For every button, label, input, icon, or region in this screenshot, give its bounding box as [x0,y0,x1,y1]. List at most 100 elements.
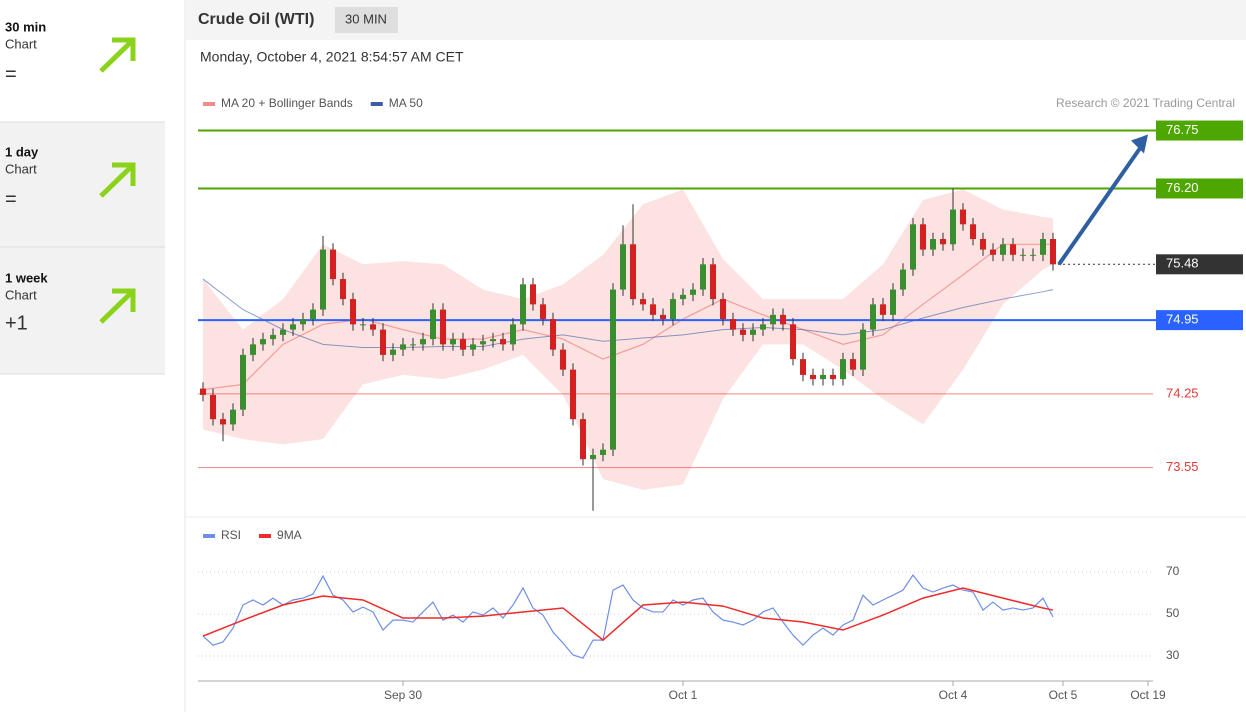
candle-body [620,244,626,290]
candle-body [1040,239,1046,255]
candle-body [690,289,696,295]
candle-body [270,334,276,340]
candle-body [910,224,916,270]
candle-body [820,374,826,380]
level-label: 76.20 [1166,180,1199,195]
level-label: 75.48 [1166,256,1199,271]
candle-body [340,279,346,300]
level-label: 73.55 [1166,459,1199,474]
candle-body [900,269,906,290]
candle-body [510,324,516,345]
candle-body [480,341,486,345]
candle-body [780,314,786,325]
candle-body [310,309,316,320]
legend-label: RSI [221,528,241,542]
signal: = [5,63,17,85]
legend-swatch [203,102,215,106]
legend-swatch [370,102,383,106]
ma-line [202,278,1054,349]
candle-body [890,289,896,315]
candle-body [530,284,536,305]
candle-body [260,339,266,345]
signal: +1 [5,312,28,334]
candle-body [760,324,766,330]
candle-body [470,344,476,350]
candle-body [600,449,606,455]
candle-body [440,309,446,345]
candle-body [730,319,736,330]
candle-body [880,304,886,315]
series-line [202,573,1054,659]
x-tick-label: Oct 1 [669,688,698,702]
candle-body [1010,244,1016,255]
candle-body [830,374,836,380]
x-tick-label: Oct 19 [1130,688,1166,702]
candle-body [590,454,596,460]
candle-body [850,359,856,370]
legend-label: MA 50 [389,96,423,110]
candle-body [660,314,666,320]
candle-body [770,314,776,325]
candle-body [580,419,586,460]
sidebar-item[interactable]: 1 week Chart +1 [5,270,136,334]
candle-body [740,329,746,335]
candle-body [360,324,366,326]
candle-body [700,264,706,290]
sidebar-item[interactable]: 1 day Chart = [5,144,136,210]
title: Crude Oil (WTI) [198,11,314,28]
level-box [1156,178,1243,199]
candle-body [250,344,256,355]
candle-body [750,329,756,335]
candle-body [500,339,506,345]
candle-body [640,299,646,305]
candle-body [560,349,566,370]
candle-body [710,264,716,300]
candle-body [380,329,386,355]
sidebar-item[interactable]: 30 min Chart = [5,19,136,85]
x-tick-label: Oct 4 [939,688,968,702]
level-label: 74.25 [1166,385,1199,400]
candle-body [570,369,576,420]
candle-body [960,209,966,225]
candle-body [280,329,286,335]
candle-body [370,324,376,330]
candle-body [840,359,846,380]
period: 1 day [5,144,39,159]
credit: Research © 2021 Trading Central [1056,96,1235,110]
level-label: 74.95 [1166,312,1199,327]
candle-body [630,244,636,300]
legend-swatch [203,534,215,538]
candle-body [720,299,726,320]
level-box [1156,120,1243,141]
y-tick-label: 30 [1166,648,1180,662]
candle-body [400,344,406,350]
candle-body [540,304,546,320]
trend-arrow [99,37,136,73]
candle-body [920,224,926,250]
candle-body [790,324,796,360]
candle-body [930,239,936,250]
candle-body [1000,244,1006,255]
interval-badge [335,7,398,33]
trend-arrow [99,288,136,324]
candle-body [520,284,526,325]
candle-body [410,344,416,346]
candle-body [420,339,426,345]
period: 1 week [5,270,48,285]
candle-body [810,374,816,380]
interval: 30 MIN [345,11,387,26]
candle-body [330,249,336,280]
candle-body [210,394,216,420]
candle-body [940,239,946,245]
candle-body [670,299,676,320]
candle-body [1030,254,1036,256]
sidebar-bg [0,122,165,374]
legend-label: 9MA [277,528,302,542]
y-tick-label: 70 [1166,564,1180,578]
candle-body [460,339,466,350]
candle-body [200,388,206,395]
candle-body [240,354,246,410]
candle-body [350,299,356,325]
forecast-arrow [1057,141,1146,266]
